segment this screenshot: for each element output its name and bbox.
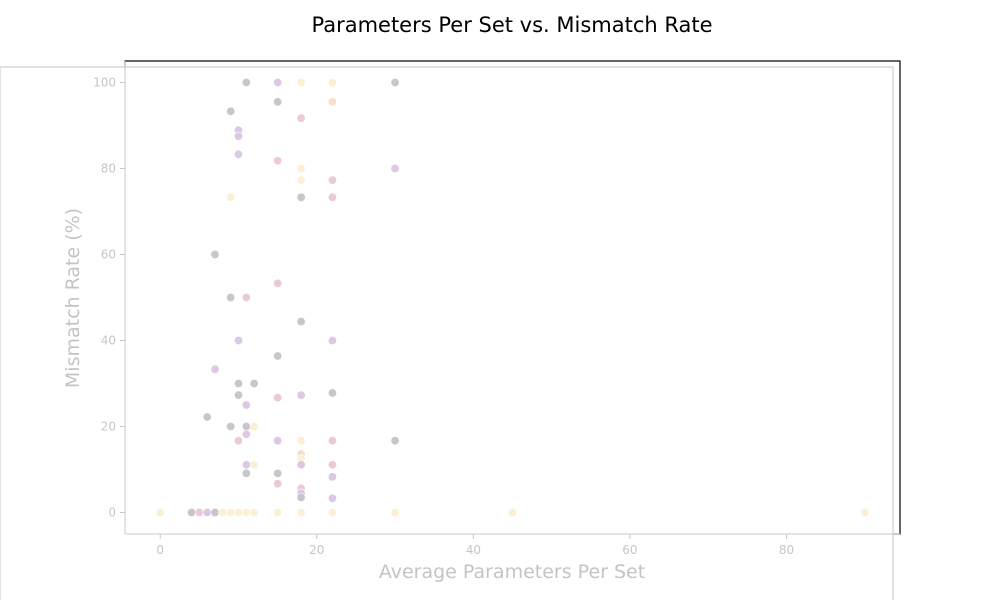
data-point [273, 507, 283, 517]
chart-title: Parameters Per Set vs. Mismatch Rate [311, 13, 712, 37]
data-point [273, 278, 283, 288]
data-point [327, 460, 337, 470]
data-point [273, 97, 283, 107]
data-point [234, 507, 244, 517]
y-axis-label: Mismatch Rate (%) [62, 208, 84, 388]
data-point [249, 378, 259, 388]
data-point [241, 421, 251, 431]
data-point [155, 507, 165, 517]
data-point [202, 507, 212, 517]
data-point [390, 78, 400, 88]
data-point [296, 78, 306, 88]
data-point [273, 436, 283, 446]
axes [124, 61, 900, 535]
data-point [860, 507, 870, 517]
data-point [234, 335, 244, 345]
data-point [226, 106, 236, 116]
data-point [234, 436, 244, 446]
data-point [327, 335, 337, 345]
x-axis-label: Average Parameters Per Set [379, 561, 645, 583]
data-point [296, 113, 306, 123]
data-point [249, 421, 259, 431]
data-point [273, 393, 283, 403]
data-point [273, 156, 283, 166]
data-point [296, 390, 306, 400]
x-tick-label: 0 [156, 543, 164, 557]
data-point [249, 460, 259, 470]
data-point [296, 507, 306, 517]
data-point [234, 149, 244, 159]
data-point [327, 507, 337, 517]
data-point [218, 507, 228, 517]
data-point [390, 436, 400, 446]
data-point [273, 351, 283, 361]
data-point [234, 390, 244, 400]
data-point [327, 472, 337, 482]
overlay-panel [0, 66, 894, 600]
data-point [234, 378, 244, 388]
data-point [241, 468, 251, 478]
x-tick-label: 40 [466, 543, 481, 557]
data-point [210, 507, 220, 517]
data-point [210, 250, 220, 260]
data-point [327, 192, 337, 202]
data-point [507, 507, 517, 517]
data-point [210, 364, 220, 374]
data-point [249, 507, 259, 517]
data-point [296, 492, 306, 502]
data-point [226, 192, 236, 202]
data-point [234, 131, 244, 141]
y-tick-label: 0 [108, 506, 116, 520]
y-ticks: 0 20 40 60 80 100 [93, 76, 125, 520]
data-point [226, 507, 236, 517]
data-point [241, 460, 251, 470]
data-point [296, 175, 306, 185]
data-point [296, 192, 306, 202]
data-point [226, 292, 236, 302]
data-point [390, 507, 400, 517]
data-point [194, 507, 204, 517]
data-point [241, 78, 251, 88]
data-point [327, 436, 337, 446]
data-point [273, 78, 283, 88]
data-point [241, 507, 251, 517]
data-point [202, 412, 212, 422]
data-point [296, 436, 306, 446]
y-tick-label: 20 [101, 420, 116, 434]
data-point [327, 97, 337, 107]
data-point [241, 429, 251, 439]
x-ticks: 0 20 40 60 80 [156, 534, 794, 557]
data-point [390, 164, 400, 174]
data-points [155, 78, 870, 517]
y-tick-label: 100 [93, 76, 116, 90]
data-point [327, 388, 337, 398]
data-point [327, 175, 337, 185]
data-point [327, 78, 337, 88]
data-point [241, 400, 251, 410]
x-tick-label: 80 [779, 543, 794, 557]
x-tick-label: 20 [309, 543, 324, 557]
y-tick-label: 60 [101, 248, 116, 262]
data-point [241, 292, 251, 302]
data-point [273, 468, 283, 478]
data-point [296, 164, 306, 174]
x-tick-label: 60 [622, 543, 637, 557]
y-tick-label: 80 [101, 162, 116, 176]
y-tick-label: 40 [101, 334, 116, 348]
data-point [327, 493, 337, 503]
data-point [296, 460, 306, 470]
data-point [187, 507, 197, 517]
data-point [296, 317, 306, 327]
data-point [273, 479, 283, 489]
data-point [226, 421, 236, 431]
